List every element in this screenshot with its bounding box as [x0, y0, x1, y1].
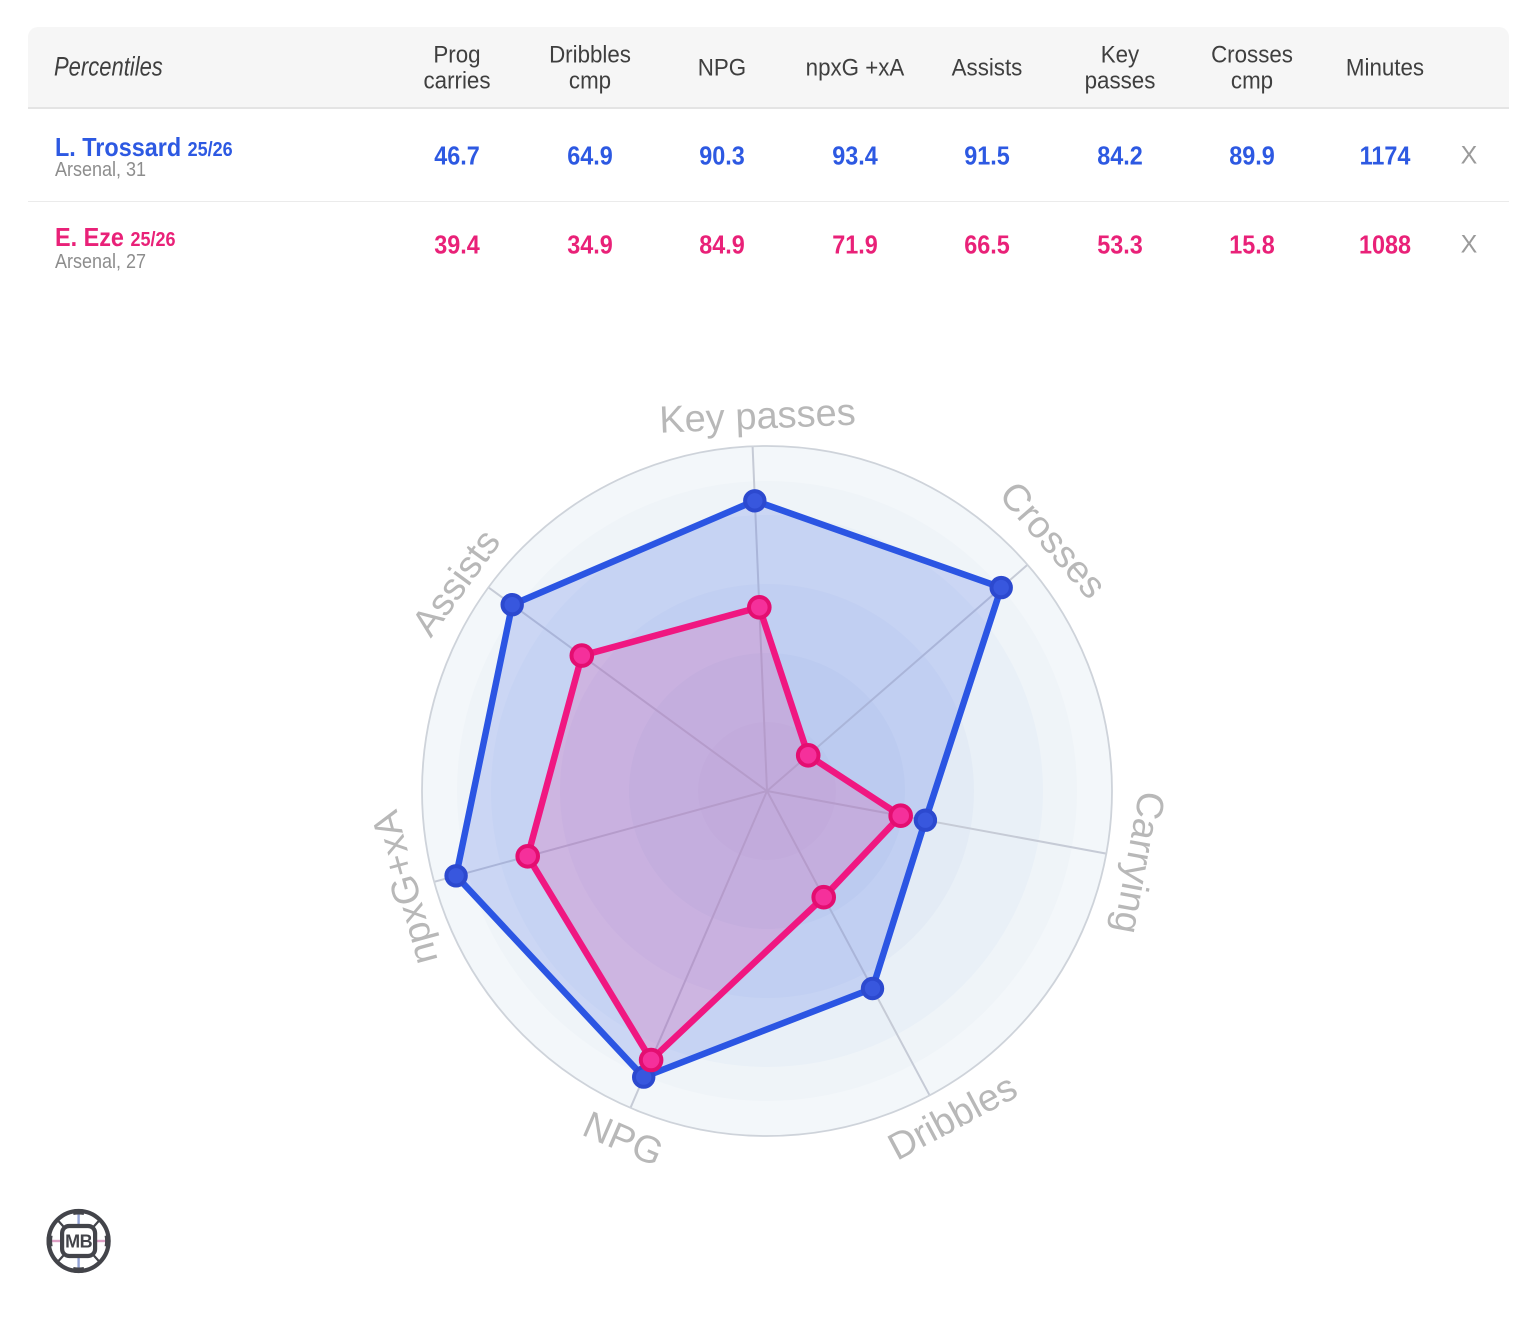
svg-text:Key passes: Key passes — [658, 392, 856, 442]
svg-text:MB: MB — [65, 1232, 92, 1252]
svg-text:Carrying: Carrying — [1105, 788, 1172, 937]
